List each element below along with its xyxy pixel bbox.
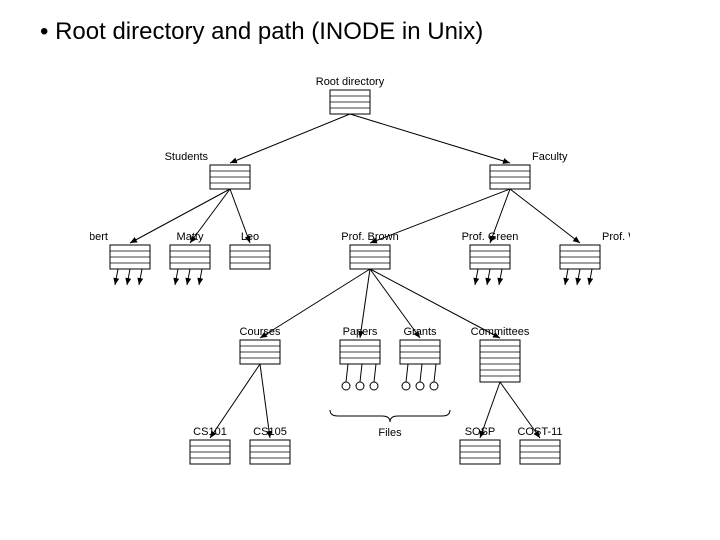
node-root: Root directory <box>316 76 385 114</box>
node-courses: Courses <box>240 326 281 364</box>
node-label: COST-11 <box>517 426 562 438</box>
node-green: Prof. Green <box>462 231 519 285</box>
files-brace: Files <box>330 410 450 439</box>
node-committees: Committees <box>471 326 530 382</box>
node-brown: Prof. Brown <box>341 231 398 269</box>
node-label: Robbert <box>90 231 108 243</box>
node-label: Students <box>165 151 209 163</box>
node-leo: Leo <box>230 231 270 269</box>
node-faculty: Faculty <box>490 151 568 189</box>
node-matty: Matty <box>170 231 210 285</box>
node-grants: Grants <box>400 326 440 390</box>
node-label: Matty <box>177 231 204 243</box>
node-cs101: CS101 <box>190 426 230 464</box>
node-label: Root directory <box>316 76 385 88</box>
node-label: Courses <box>240 326 281 338</box>
node-sosp: SOSP <box>460 426 500 464</box>
node-label: Papers <box>343 326 378 338</box>
node-label: Prof. Brown <box>341 231 398 243</box>
node-label: SOSP <box>465 426 496 438</box>
node-white: Prof. White <box>560 231 630 285</box>
node-robbert: Robbert <box>90 231 150 285</box>
node-label: Committees <box>471 326 530 338</box>
files-label: Files <box>378 427 402 439</box>
tree-diagram: Root directory Students Faculty Robbert Matt… <box>90 70 630 500</box>
node-label: Faculty <box>532 151 568 163</box>
node-label: Grants <box>403 326 437 338</box>
node-label: Prof. White <box>602 231 630 243</box>
node-students: Students <box>165 151 250 189</box>
node-label: CS101 <box>193 426 227 438</box>
node-cost11: COST-11 <box>517 426 562 464</box>
node-label: Leo <box>241 231 259 243</box>
node-label: Prof. Green <box>462 231 519 243</box>
node-label: CS105 <box>253 426 287 438</box>
node-papers: Papers <box>340 326 380 390</box>
node-cs105: CS105 <box>250 426 290 464</box>
bullet-text: Root directory and path (INODE in Unix) <box>40 18 483 46</box>
